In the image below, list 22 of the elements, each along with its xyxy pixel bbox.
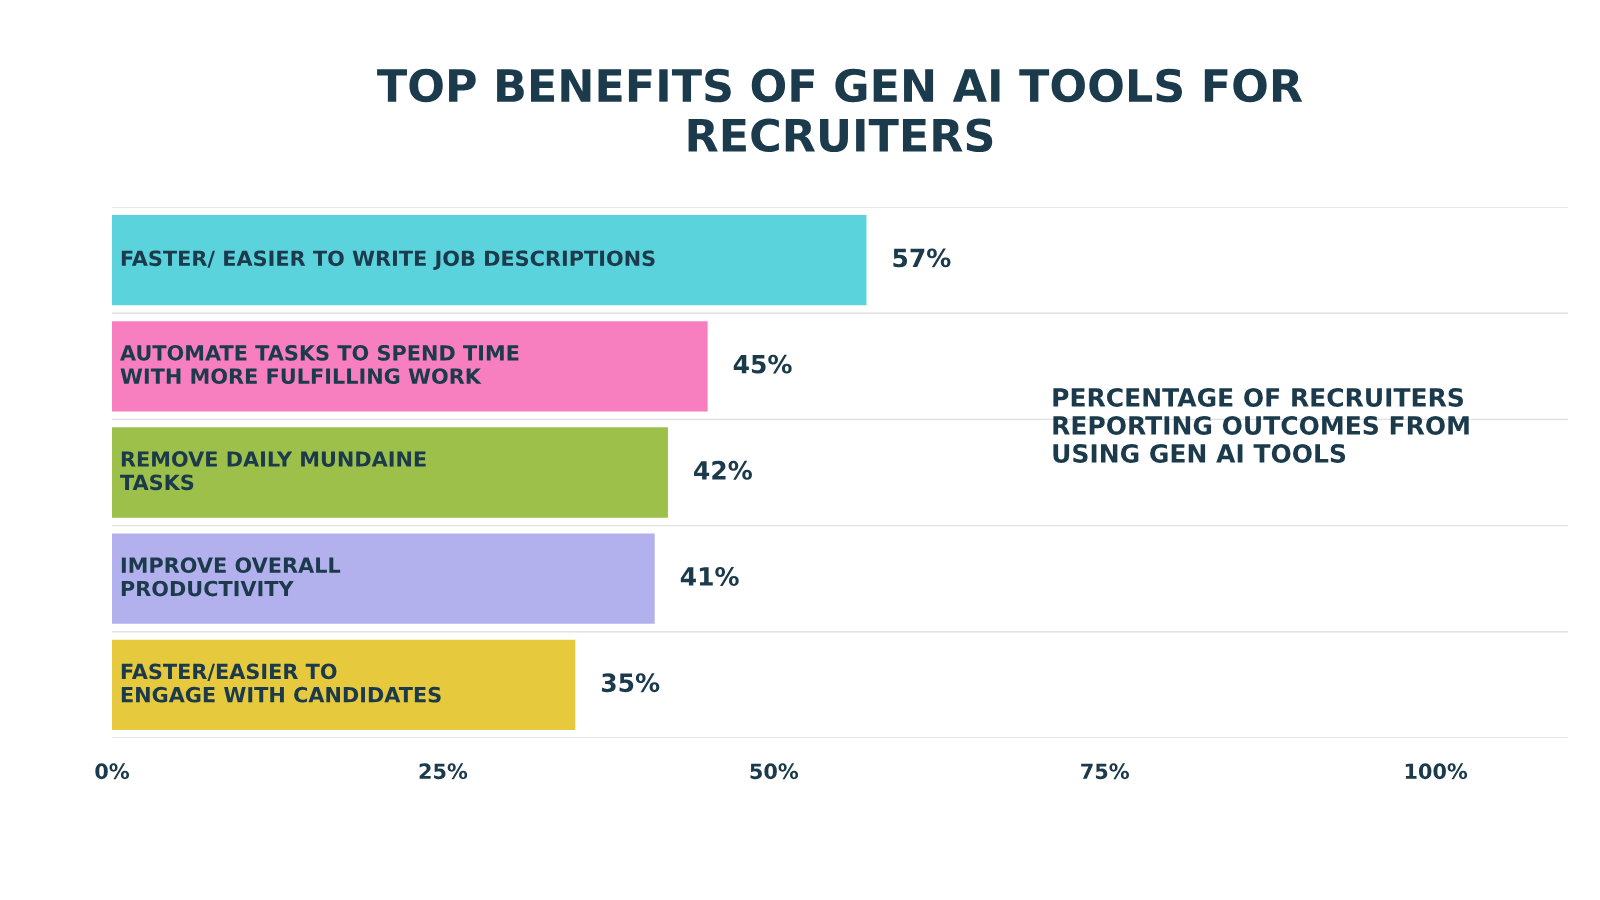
- chart-title: TOP BENEFITS OF GEN AI TOOLS FOR RECRUITERS: [377, 68, 1303, 153]
- bar: [112, 533, 655, 624]
- x-tick-label: 25%: [419, 763, 468, 780]
- x-tick-label: 50%: [750, 763, 799, 780]
- y-tick-label: REMOVE DAILY MUNDAINE TASKS: [120, 451, 426, 491]
- data-label: 45%: [733, 354, 792, 374]
- x-tick-label: 75%: [1081, 763, 1129, 780]
- y-tick-label: FASTER/EASIER TO ENGAGE WITH CANDIDATES: [121, 663, 441, 703]
- y-tick-label: AUTOMATE TASKS TO SPEND TIME WITH MORE FULFILLING WORK: [120, 344, 519, 385]
- y-tick-label: FASTER/ EASIER TO WRITE JOB DESCRIPTIONS: [121, 250, 655, 271]
- data-label: 42%: [694, 460, 752, 480]
- x-tick-label: 0%: [95, 763, 130, 780]
- bar: [112, 427, 668, 518]
- data-label: 57%: [893, 248, 951, 268]
- annotation: PERCENTAGE OF RECRUITERS REPORTING OUTCOMES FROM USING GEN AI TOOLS: [1053, 387, 1469, 463]
- data-label: 35%: [601, 673, 660, 693]
- x-tick-label: 100%: [1405, 763, 1468, 780]
- bar: [112, 214, 867, 306]
- bar: [112, 639, 576, 731]
- y-tick-label: IMPROVE OVERALL PRODUCTIVITY: [121, 557, 341, 597]
- data-label: 41%: [680, 567, 739, 586]
- bar: [112, 321, 708, 412]
